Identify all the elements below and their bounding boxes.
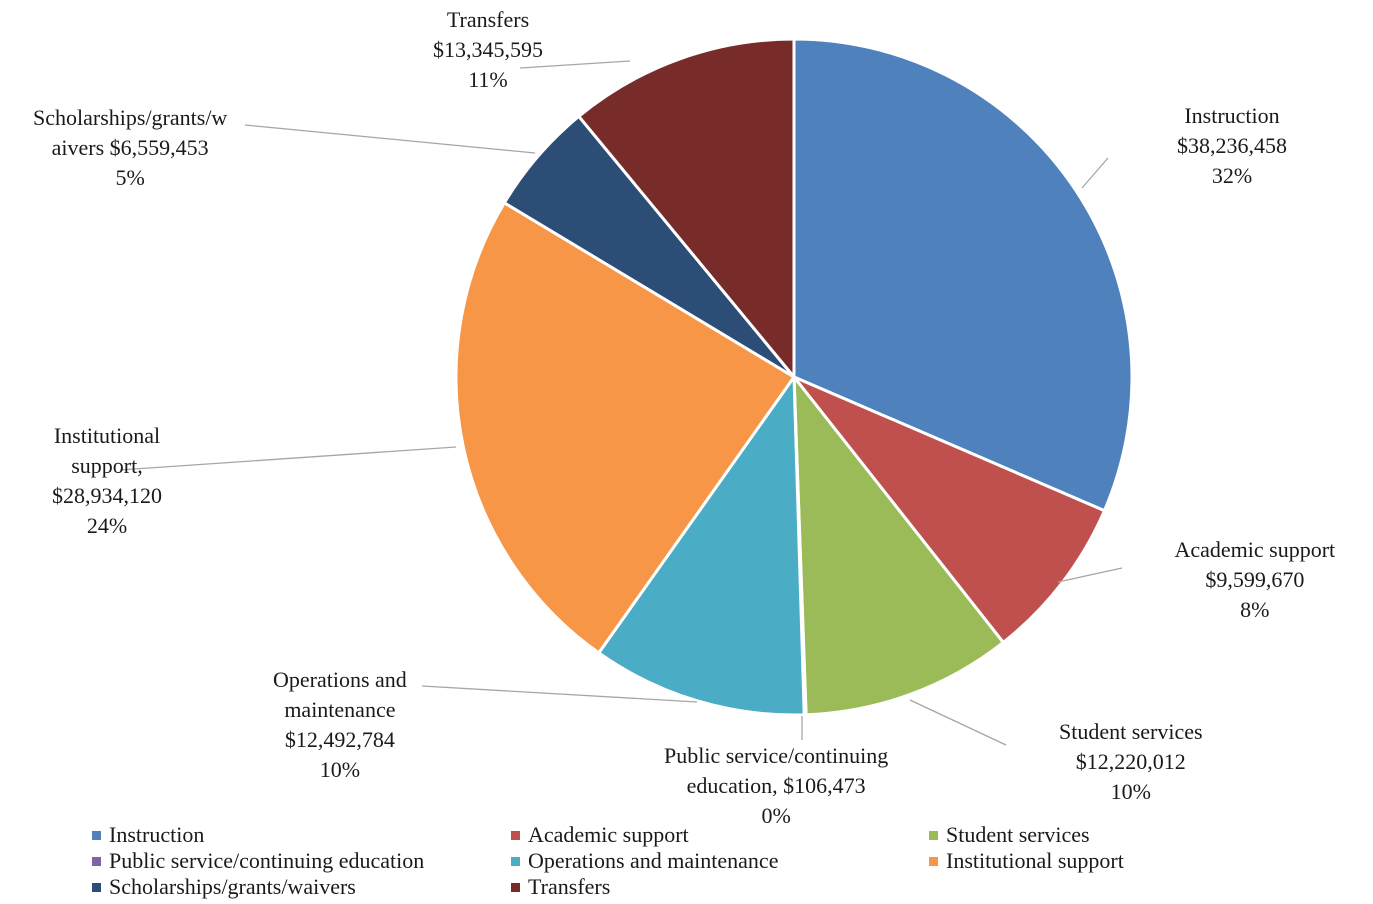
legend-item: Operations and maintenance — [511, 848, 778, 874]
data-label-student-services: Student services $12,220,012 10% — [1059, 719, 1203, 804]
legend-label: Transfers — [528, 874, 611, 899]
legend-item: Instruction — [92, 822, 204, 848]
pie-slice-operations-and-maintenance — [596, 372, 806, 717]
leader-line — [519, 60, 631, 69]
legend-item: Transfers — [511, 874, 610, 900]
data-label-academic-support: Academic support $9,599,670 8% — [1174, 537, 1336, 622]
legend-label: Operations and maintenance — [528, 848, 779, 873]
data-label-public-service-continuing-education: Public service/continuing education, $10… — [664, 743, 889, 828]
legend-label: Scholarships/grants/waivers — [109, 874, 356, 899]
legend-item: Student services — [929, 822, 1090, 848]
legend-label: Public service/continuing education — [109, 848, 425, 873]
legend-swatch — [511, 830, 520, 840]
legend-label: Institutional support — [946, 848, 1124, 873]
legend-swatch — [929, 856, 938, 866]
legend-swatch — [92, 830, 101, 840]
pie-slice-academic-support — [792, 375, 1107, 645]
pie-slice-student-services — [792, 372, 1006, 717]
leader-line — [244, 124, 536, 154]
data-label-instruction: Instruction $38,236,458 32% — [1177, 103, 1287, 188]
legend-label: Instruction — [109, 822, 205, 847]
data-label-institutional-support: Institutional support, $28,934,120 24% — [52, 423, 162, 538]
legend-swatch — [92, 856, 101, 866]
legend-label: Academic support — [528, 822, 689, 847]
data-label-scholarships-grants-waivers: Scholarships/grants/w aivers $6,559,453 … — [33, 105, 228, 190]
leader-line — [909, 699, 1007, 746]
legend-label: Student services — [946, 822, 1090, 847]
leader-line — [1081, 157, 1109, 189]
data-label-transfers: Transfers $13,345,595 11% — [433, 7, 543, 92]
legend-item: Institutional support — [929, 848, 1124, 874]
legend-swatch — [511, 856, 520, 866]
pie-slice-institutional-support — [454, 200, 797, 655]
leader-line — [119, 446, 457, 471]
legend-swatch — [511, 882, 520, 892]
legend-item: Scholarships/grants/waivers — [92, 874, 356, 900]
legend-swatch — [929, 830, 938, 840]
legend-item: Public service/continuing education — [92, 848, 424, 874]
leader-line — [421, 685, 698, 703]
leader-line — [1057, 567, 1123, 583]
legend-swatch — [92, 882, 101, 892]
legend-item: Academic support — [511, 822, 689, 848]
pie-slice-transfers — [576, 37, 796, 382]
pie-slice-instruction — [792, 37, 1134, 513]
data-label-operations-and-maintenance: Operations and maintenance $12,492,784 1… — [273, 667, 407, 782]
